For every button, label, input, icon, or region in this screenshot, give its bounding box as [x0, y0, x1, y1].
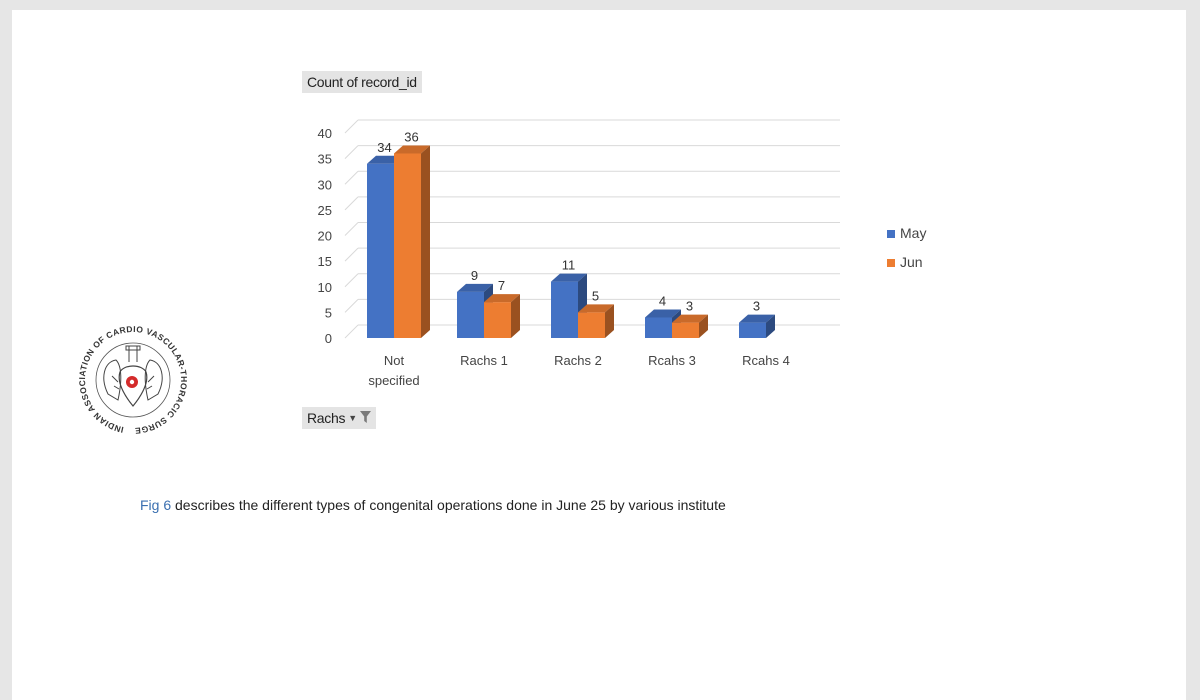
legend-label: May — [900, 225, 926, 241]
bar-top — [645, 309, 681, 318]
data-label: 34 — [377, 140, 391, 155]
pivot-field-label: Rachs — [307, 410, 346, 426]
gridline-side — [344, 299, 359, 313]
gridline-side — [344, 196, 359, 211]
dropdown-arrow-icon: ▼ — [348, 413, 357, 423]
gridline-side — [344, 145, 359, 159]
data-label: 7 — [498, 278, 505, 293]
bar-top — [578, 304, 614, 313]
y-tick-label: 5 — [325, 305, 332, 320]
data-label: 36 — [404, 130, 418, 145]
bar-top — [457, 283, 493, 292]
legend-label: Jun — [900, 254, 923, 270]
bar — [551, 281, 578, 338]
bar-side — [766, 314, 775, 338]
gridline-side — [344, 324, 359, 339]
bar — [367, 163, 394, 338]
y-tick-label: 15 — [318, 254, 332, 269]
bar — [645, 317, 672, 338]
bar-side — [421, 145, 430, 338]
bar-top — [551, 273, 587, 282]
caption-text: describes the different types of congeni… — [171, 497, 726, 513]
bar — [739, 322, 766, 338]
y-tick-label: 40 — [318, 126, 332, 141]
figure-caption: Fig 6 describes the different types of c… — [140, 497, 726, 513]
gridline-side — [344, 119, 359, 134]
gridline-side — [344, 273, 359, 288]
bar-side — [699, 314, 708, 338]
legend-swatch — [887, 230, 895, 238]
x-tick-label: Rachs 1 — [460, 353, 508, 368]
bar-top — [739, 314, 775, 323]
bar-top — [484, 294, 520, 303]
y-tick-label: 30 — [318, 177, 332, 192]
document-page — [12, 10, 1186, 700]
data-label: 5 — [592, 288, 599, 303]
y-tick-label: 0 — [325, 331, 332, 346]
bar — [672, 322, 699, 338]
bar-side — [605, 304, 614, 338]
y-tick-label: 10 — [318, 280, 332, 295]
x-tick-label: Rachs 2 — [554, 353, 602, 368]
pivot-field-filter-button[interactable]: Rachs ▼ — [302, 407, 376, 429]
figure-number: Fig 6 — [140, 497, 172, 513]
bar — [578, 312, 605, 338]
pivot-measure-button[interactable]: Count of record_id — [302, 71, 422, 93]
x-tick-label: Rcahs 4 — [742, 353, 790, 368]
x-tick-label: Rcahs 3 — [648, 353, 696, 368]
data-label: 9 — [471, 268, 478, 283]
data-label: 3 — [686, 299, 693, 314]
y-tick-label: 20 — [318, 229, 332, 244]
data-label: 3 — [753, 299, 760, 314]
bar — [457, 291, 484, 338]
y-tick-label: 35 — [318, 152, 332, 167]
x-tick-label: specified — [368, 373, 419, 388]
pivot-measure-label: Count of record_id — [307, 74, 417, 90]
data-label: 11 — [562, 258, 576, 273]
bar-side — [511, 294, 520, 338]
legend-swatch — [887, 259, 895, 267]
bar-top — [672, 314, 708, 323]
bar — [394, 153, 421, 338]
gridline-side — [344, 247, 359, 262]
bar — [484, 302, 511, 338]
heart-lungs-icon — [103, 345, 163, 407]
x-tick-label: Not — [384, 353, 405, 368]
gridline-side — [344, 222, 359, 236]
gridline-side — [344, 170, 359, 185]
data-label: 4 — [659, 294, 666, 309]
filter-funnel-icon — [359, 410, 371, 426]
y-tick-label: 25 — [318, 203, 332, 218]
bar-top — [394, 145, 430, 154]
society-logo: INDIAN ASSOCIATION OF CARDIO VASCULAR-TH… — [74, 316, 189, 436]
